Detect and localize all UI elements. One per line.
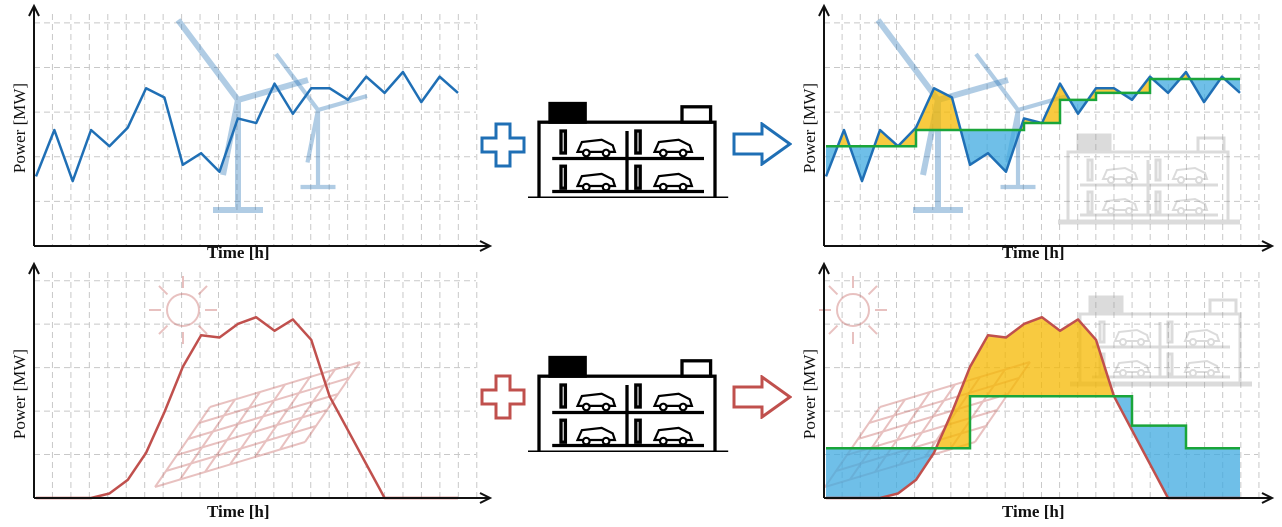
- surplus-area: [1024, 317, 1042, 397]
- deficit-area: [1222, 448, 1240, 498]
- surplus-area: [1042, 317, 1060, 397]
- car-icon: [1183, 359, 1221, 377]
- x-axis-label: Time [h]: [1002, 502, 1065, 521]
- deficit-area: [1121, 92, 1132, 100]
- solar-panel-icon: [154, 361, 361, 488]
- deficit-area: [988, 130, 1006, 172]
- car-icon: [1113, 328, 1151, 346]
- arrow-right-icon: [732, 121, 793, 171]
- solar-storage-chart-panel: Power [MW] Time [h]: [790, 261, 1282, 527]
- car-icon: [1171, 197, 1209, 215]
- surplus-area: [1060, 319, 1078, 397]
- wind-chart-panel: Power [MW] Time [h]: [0, 0, 500, 262]
- car-icon: [1101, 166, 1139, 184]
- car-icon: [1171, 166, 1209, 184]
- parking-garage-battery-icon: [528, 98, 738, 203]
- car-icon: [652, 392, 694, 412]
- car-icon: [575, 426, 617, 446]
- surplus-area: [1087, 88, 1096, 100]
- car-icon: [1113, 359, 1151, 377]
- axes: [818, 3, 1275, 252]
- plus-icon: [478, 120, 528, 175]
- deficit-area: [826, 448, 844, 498]
- surplus-area: [934, 88, 952, 130]
- parking-garage-battery-icon: [528, 355, 729, 456]
- surplus-area: [844, 130, 850, 147]
- wind-storage-chart-panel: Power [MW] Time [h]: [790, 0, 1282, 262]
- x-axis-label: Time [h]: [1002, 243, 1065, 262]
- y-axis-label: Power [MW]: [800, 348, 819, 440]
- deficit-area: [826, 146, 838, 177]
- arrow-right-icon: [732, 374, 793, 424]
- wind-storage-chart: [818, 3, 1275, 252]
- axes: [818, 261, 1275, 504]
- wind-turbine-icon: [274, 52, 368, 190]
- car-icon: [652, 138, 694, 158]
- parking-garage-battery-icon: [528, 101, 729, 202]
- deficit-area: [970, 130, 988, 165]
- x-axis-label: Time [h]: [207, 243, 270, 262]
- car-icon: [652, 172, 694, 192]
- deficit-area: [862, 448, 880, 498]
- deficit-area: [1168, 425, 1186, 498]
- deficit-area: [1152, 78, 1168, 93]
- deficit-area: [1132, 92, 1138, 100]
- deficit-area: [1186, 448, 1204, 498]
- deficit-area: [880, 448, 898, 498]
- grid: [824, 14, 1260, 246]
- grid: [34, 14, 478, 246]
- y-axis-label: Power [MW]: [10, 82, 29, 174]
- deficit-area: [960, 130, 970, 165]
- deficit-area: [1224, 78, 1240, 93]
- deficit-area: [844, 448, 862, 498]
- surplus-area: [952, 366, 970, 449]
- axes: [28, 3, 493, 252]
- car-icon: [575, 392, 617, 412]
- car-icon: [652, 426, 694, 446]
- wind-chart: [28, 3, 493, 252]
- power-line: [824, 70, 1241, 183]
- surplus-area: [874, 130, 880, 147]
- plus-icon: [478, 372, 528, 427]
- power-line: [34, 70, 459, 183]
- surplus-area: [1096, 339, 1114, 397]
- deficit-area: [1150, 425, 1168, 498]
- wind-turbine-icon: [175, 18, 309, 213]
- grid: [34, 272, 478, 498]
- x-axis-label: Time [h]: [207, 502, 270, 521]
- surplus-area: [970, 335, 988, 397]
- solar-storage-chart: [818, 261, 1275, 504]
- deficit-area: [1204, 448, 1222, 498]
- deficit-area: [1006, 130, 1021, 172]
- deficit-area: [1190, 78, 1204, 103]
- car-icon: [575, 138, 617, 158]
- smoothed-output-line: [826, 77, 1240, 148]
- parking-garage-battery-icon: [528, 352, 738, 457]
- y-axis-label: Power [MW]: [10, 348, 29, 440]
- surplus-area: [1006, 323, 1024, 397]
- sun-icon: [149, 276, 217, 344]
- car-icon: [1101, 197, 1139, 215]
- sun-icon: [819, 276, 887, 344]
- solar-chart-panel: Power [MW] Time [h]: [0, 261, 500, 527]
- surplus-area: [1060, 83, 1070, 100]
- surplus-area: [1078, 319, 1096, 397]
- parking-garage-battery-icon: [1058, 133, 1240, 225]
- car-icon: [575, 172, 617, 192]
- solar-chart: [28, 261, 493, 504]
- y-axis-label: Power [MW]: [800, 82, 819, 174]
- axes: [28, 261, 493, 504]
- car-icon: [1183, 328, 1221, 346]
- smoothed-output-line: [826, 395, 1240, 450]
- surplus-area: [988, 335, 1006, 397]
